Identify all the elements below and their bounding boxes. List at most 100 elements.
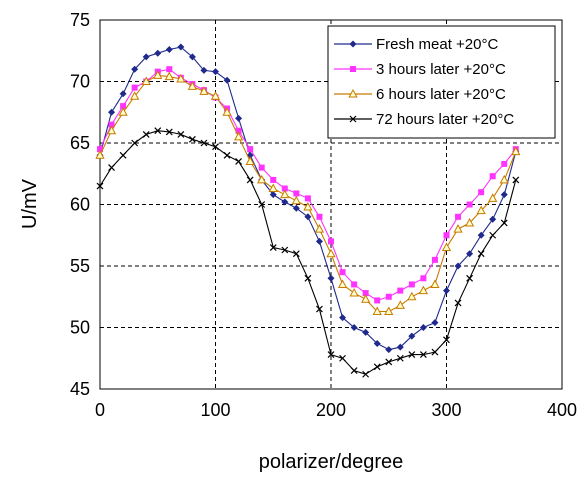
data-point (314, 224, 325, 233)
data-point (418, 285, 429, 295)
data-point (222, 107, 232, 116)
data-point (118, 107, 128, 116)
data-point (292, 250, 300, 258)
y-tick-label: 65 (70, 133, 90, 153)
y-tick-label: 50 (70, 318, 90, 338)
data-point (131, 84, 138, 91)
data-point (419, 351, 427, 358)
data-point (408, 351, 416, 358)
data-point (166, 66, 173, 73)
data-point (349, 288, 359, 297)
series-group (95, 43, 521, 378)
data-point (154, 127, 162, 135)
data-point (223, 76, 231, 84)
data-point (223, 151, 231, 159)
data-point (188, 53, 196, 61)
data-point (165, 128, 173, 136)
data-point (200, 66, 208, 74)
data-point (466, 250, 474, 258)
data-point (142, 53, 150, 61)
data-point (281, 185, 288, 192)
data-point (443, 287, 450, 295)
data-point (385, 293, 392, 300)
data-point (291, 195, 301, 205)
data-point (454, 262, 462, 270)
data-point (350, 324, 358, 331)
data-point (361, 294, 371, 303)
data-point (304, 274, 312, 282)
data-point (430, 279, 440, 288)
x-tick-label: 0 (95, 400, 105, 420)
data-point (188, 135, 196, 143)
data-point (374, 297, 381, 304)
data-point (476, 205, 486, 215)
data-point (108, 121, 115, 128)
legend-label: 72 hours later +20°C (376, 111, 514, 128)
data-point (362, 370, 370, 378)
data-point (489, 173, 496, 180)
data-point (327, 274, 335, 282)
data-point (339, 269, 346, 276)
data-point (258, 201, 266, 208)
data-point (131, 65, 139, 73)
data-point (177, 43, 185, 51)
y-tick-label: 70 (70, 72, 90, 92)
data-point (431, 256, 438, 263)
data-point (281, 246, 289, 254)
data-point (396, 354, 404, 362)
data-point (108, 164, 115, 172)
data-point (395, 300, 405, 309)
data-point (362, 290, 369, 297)
series-2 (95, 70, 521, 316)
data-point (304, 195, 311, 202)
legend-marker (349, 115, 357, 123)
data-point (501, 160, 508, 167)
plot-area-frame (99, 19, 563, 390)
data-point (443, 232, 450, 239)
series-3 (96, 127, 520, 378)
data-point (339, 314, 347, 322)
data-point (454, 299, 462, 307)
data-point (512, 176, 520, 184)
y-tick-label: 45 (70, 379, 90, 399)
data-point (142, 130, 150, 138)
y-tick-label: 55 (70, 256, 90, 276)
data-point (268, 183, 278, 193)
data-point (328, 238, 334, 245)
data-point (511, 146, 521, 156)
y-axis-label: U/mV (19, 178, 41, 229)
data-point (351, 281, 358, 288)
data-point (164, 71, 174, 81)
x-tick-label: 400 (547, 400, 577, 420)
data-point (120, 103, 127, 110)
data-point (97, 146, 103, 153)
y-tick-label: 75 (70, 10, 90, 30)
data-point (235, 127, 242, 134)
data-point (235, 158, 243, 165)
y-tick-label: 60 (70, 195, 90, 215)
data-point (270, 176, 277, 183)
data-point (119, 151, 127, 159)
data-point (384, 306, 394, 316)
data-point (210, 91, 221, 100)
data-point (326, 248, 336, 258)
data-point (396, 343, 404, 351)
legend-marker (350, 66, 356, 72)
legend-marker (349, 40, 357, 48)
data-point (245, 156, 255, 165)
data-point (269, 244, 277, 251)
data-point (500, 191, 508, 199)
data-point (269, 191, 277, 199)
x-tick-label: 200 (316, 400, 346, 420)
data-point (130, 91, 140, 100)
data-point (165, 46, 173, 54)
data-point (95, 150, 105, 159)
y-axis-ticks: 45 50 55 60 65 70 75 (70, 10, 90, 399)
data-point (466, 201, 473, 208)
data-point (258, 164, 265, 171)
data-point (108, 108, 116, 116)
data-point (153, 70, 163, 79)
data-point (187, 81, 198, 90)
data-point (235, 114, 243, 122)
